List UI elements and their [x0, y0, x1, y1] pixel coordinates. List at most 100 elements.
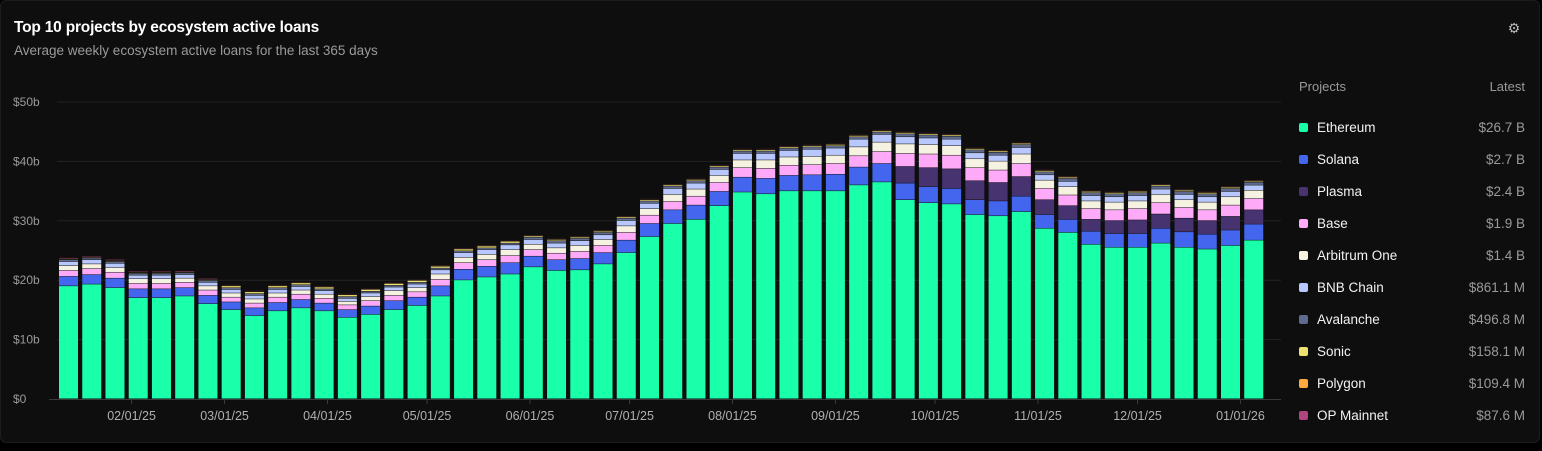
- bar-segment-solana: [1174, 232, 1194, 248]
- bar-segment-arbitrum-one: [709, 175, 729, 183]
- bar-segment-arbitrum-one: [82, 264, 102, 269]
- bar-segment-arbitrum-one: [732, 160, 752, 168]
- bar-segment-solana: [105, 278, 125, 288]
- bar-segment-bnb-chain: [1035, 175, 1055, 180]
- y-tick-label: $40b: [13, 154, 40, 168]
- bar-segment-base: [732, 167, 752, 177]
- bar-segment-solana: [1244, 224, 1264, 240]
- bar-segment-plasma: [918, 167, 938, 187]
- bar-segment-ethereum: [1104, 247, 1124, 399]
- bar-segment-solana: [732, 177, 752, 192]
- bar-segment-ethereum: [384, 309, 404, 399]
- bar-segment-base: [802, 164, 822, 175]
- bar-segment-ethereum: [454, 280, 474, 399]
- bar-segment-sonic: [849, 135, 869, 137]
- bar-segment-ethereum: [988, 216, 1008, 399]
- bar-segment-arbitrum-one: [128, 279, 148, 284]
- y-tick-label: $0: [13, 392, 27, 406]
- bar-segment-ethereum: [361, 314, 381, 399]
- bar-segment-ethereum: [547, 270, 567, 399]
- bar-segment-arbitrum-one: [779, 157, 799, 166]
- bar-segment-base: [128, 283, 148, 289]
- bar-segment-avalanche: [337, 296, 357, 299]
- y-tick-label: $10b: [13, 333, 40, 347]
- bar-segment-base: [477, 260, 497, 267]
- legend-item[interactable]: BNB Chain $861.1 M: [1299, 271, 1525, 303]
- bar-segment-ethereum: [1221, 245, 1240, 399]
- legend-item[interactable]: Plasma $2.4 B: [1299, 175, 1525, 207]
- legend-item[interactable]: Avalanche $496.8 M: [1299, 303, 1525, 335]
- bar-segment-bnb-chain: [82, 260, 102, 264]
- legend-item[interactable]: Arbitrum One $1.4 B: [1299, 239, 1525, 271]
- bar-segment-plasma: [895, 166, 915, 183]
- bar-segment-sonic: [570, 237, 590, 239]
- bar-segment-solana: [965, 200, 985, 215]
- bar-segment-ethereum: [825, 191, 845, 399]
- bar-segment-avalanche: [151, 273, 171, 275]
- legend-item[interactable]: OP Mainnet $87.6 M: [1299, 399, 1525, 431]
- y-tick-label: $30b: [13, 214, 40, 228]
- bar-segment-arbitrum-one: [1058, 186, 1078, 195]
- bar-segment-sonic: [1128, 191, 1148, 193]
- bar-segment-base: [965, 167, 985, 181]
- bar-segment-base: [105, 272, 125, 278]
- bar-segment-base: [1104, 210, 1124, 221]
- bar-segment-sonic: [1151, 185, 1171, 186]
- bar-segment-avalanche: [477, 248, 497, 250]
- bar-segment-solana: [988, 201, 1008, 216]
- bar-segment-arbitrum-one: [337, 301, 357, 305]
- bar-segment-base: [221, 297, 241, 302]
- bar-segment-arbitrum-one: [593, 239, 613, 246]
- bar-segment-sonic: [732, 150, 752, 151]
- legend-item[interactable]: Solana $2.7 B: [1299, 143, 1525, 175]
- bar-segment-arbitrum-one: [384, 290, 404, 296]
- bar-segment-sonic: [686, 179, 706, 181]
- bar-segment-ethereum: [663, 223, 683, 399]
- legend-item[interactable]: Ethereum $26.7 B: [1299, 111, 1525, 143]
- bar-segment-plasma: [1151, 214, 1171, 229]
- x-tick-label: 08/01/25: [708, 409, 757, 423]
- bar-segment-ethereum: [918, 202, 938, 399]
- bar-segment-arbitrum-one: [430, 274, 450, 280]
- bar-segment-avalanche: [221, 287, 241, 290]
- bar-segment-sonic: [454, 249, 474, 251]
- bar-segment-sonic: [1104, 192, 1124, 194]
- bar-segment-plasma: [942, 169, 962, 189]
- bar-segment-avalanche: [1174, 191, 1194, 195]
- x-tick-label: 11/01/25: [1014, 409, 1062, 423]
- bar-segment-avalanche: [1104, 194, 1124, 197]
- bar-segment-ethereum: [175, 296, 195, 399]
- bar-segment-base: [82, 268, 102, 275]
- bar-segment-base: [640, 215, 659, 224]
- legend-name: Polygon: [1317, 375, 1366, 391]
- legend-item[interactable]: Sonic $158.1 M: [1299, 335, 1525, 367]
- bar-segment-bnb-chain: [291, 286, 311, 290]
- bar-segment-sonic: [872, 131, 892, 132]
- bar-segment-arbitrum-one: [314, 294, 334, 299]
- bar-segment-solana: [593, 252, 613, 264]
- bar-segment-ethereum: [640, 236, 659, 399]
- bar-segment-solana: [1221, 230, 1240, 246]
- bar-segment-avalanche: [384, 285, 404, 287]
- bar-segment-bnb-chain: [361, 293, 381, 297]
- bar-segment-base: [547, 253, 567, 260]
- bar-segment-bnb-chain: [640, 203, 659, 209]
- bar-segment-base: [1128, 208, 1148, 220]
- bar-segment-avalanche: [1011, 144, 1031, 148]
- bar-segment-plasma: [1174, 218, 1194, 232]
- legend-item[interactable]: Polygon $109.4 M: [1299, 367, 1525, 399]
- bar-segment-arbitrum-one: [1197, 202, 1217, 210]
- bar-segment-solana: [1058, 219, 1078, 233]
- legend-item[interactable]: Base $1.9 B: [1299, 207, 1525, 239]
- bar-segment-avalanche: [1151, 186, 1171, 189]
- bar-segment-ethereum: [198, 303, 218, 399]
- bar-segment-base: [1174, 207, 1194, 218]
- gear-icon[interactable]: ⚙: [1507, 20, 1521, 36]
- bar-segment-solana: [198, 295, 218, 304]
- bar-segment-base: [500, 255, 520, 263]
- bar-segment-ethereum: [407, 305, 427, 399]
- bar-segment-solana: [384, 300, 404, 310]
- bar-segment-sonic: [1174, 190, 1194, 192]
- bar-segment-avalanche: [686, 181, 706, 183]
- bar-segment-solana: [407, 297, 427, 306]
